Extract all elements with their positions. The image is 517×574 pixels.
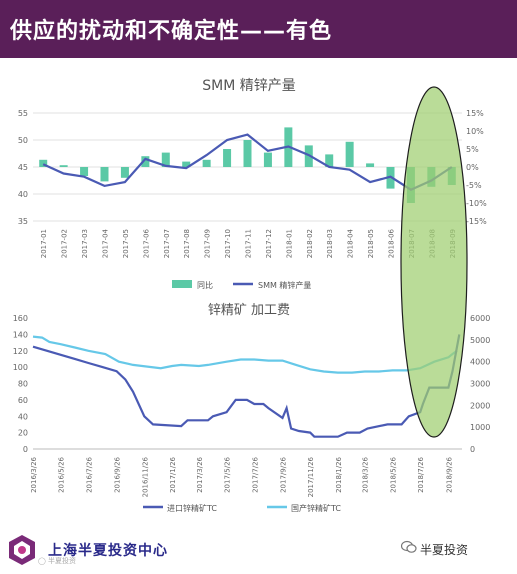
chart2-x-tick: 2016/3/26 xyxy=(30,456,38,492)
charts-canvas: SMM 精锌产量 35 40 45 50 55 -15% -10% -5% 0% 5% 10% 15% 2… xyxy=(13,78,491,513)
chart1-legend-line-label: SMM 精锌产量 xyxy=(258,280,311,290)
chart2-x-tick: 2017/1/26 xyxy=(169,456,177,492)
highlight-oval xyxy=(400,86,468,438)
chart1-x-tick: 2018-04 xyxy=(347,228,355,258)
chart2-y-right-tick: 1000 xyxy=(470,423,490,432)
wechat-icon xyxy=(401,540,417,553)
chart1-bar xyxy=(80,167,89,176)
chart1-legend-bar-label: 同比 xyxy=(197,280,213,290)
chart1-y-right-tick: 5% xyxy=(466,145,479,154)
chart2-y-right-tick: 0 xyxy=(470,445,475,454)
chart2-y-left-tick: 60 xyxy=(18,396,28,405)
chart2-x-tick: 2016/7/26 xyxy=(85,456,93,492)
chart1-bar xyxy=(223,149,232,167)
chart1-line-series xyxy=(42,133,453,191)
chart2-x-tick: 2017/7/26 xyxy=(251,456,259,492)
chart2-y-right-tick: 4000 xyxy=(470,358,490,367)
chart2-legend-domestic-label: 国产锌精矿TC xyxy=(291,503,341,513)
chart2-x-tick: 2016/5/26 xyxy=(58,456,66,492)
chart1-bar xyxy=(325,154,334,167)
company-name: 上海半夏投资中心 xyxy=(48,543,168,559)
zinc-concentrate-tc-chart: 锌精矿 加工费 0 20 40 60 80 100 120 140 160 0 1000 2000 300… xyxy=(13,303,491,513)
chart2-x-tick: 2016/9/26 xyxy=(114,456,122,492)
chart1-x-tick: 2017-11 xyxy=(245,229,253,258)
chart2-y-right-tick: 2000 xyxy=(470,401,490,410)
chart1-title: SMM 精锌产量 xyxy=(202,78,296,94)
chart2-x-tick: 2017/5/26 xyxy=(224,456,232,492)
chart1-x-tick: 2017-01 xyxy=(40,229,48,258)
chart2-x-tick: 2017/9/26 xyxy=(279,456,287,492)
chart2-y-left-tick: 20 xyxy=(18,429,28,438)
chart2-x-tick: 2018/1/26 xyxy=(335,456,343,492)
chart2-y-left-tick: 120 xyxy=(13,347,28,356)
chart1-bar xyxy=(263,152,272,167)
chart1-bar xyxy=(182,161,191,167)
slide-title: 供应的扰动和不确定性——有色 xyxy=(10,19,333,44)
chart1-y-right-tick: -10% xyxy=(466,199,487,208)
chart2-x-tick: 2018/7/26 xyxy=(417,456,425,492)
chart2-title: 锌精矿 加工费 xyxy=(208,303,290,318)
slide-header: 供应的扰动和不确定性——有色 xyxy=(0,0,517,58)
chart1-y-left-tick: 35 xyxy=(18,217,28,226)
chart2-x-tick: 2017/3/26 xyxy=(196,456,204,492)
chart1-y-right-tick: -5% xyxy=(466,181,482,190)
chart2-x-tick: 2018/5/26 xyxy=(389,456,397,492)
chart1-y-left-tick: 55 xyxy=(18,109,28,118)
chart1-x-tick: 2017-03 xyxy=(81,229,89,258)
chart1-bar xyxy=(100,167,109,182)
chart1-y-right-tick: 15% xyxy=(466,109,484,118)
chart1-x-tick: 2017-08 xyxy=(183,229,191,258)
chart2-y-left-tick: 140 xyxy=(13,330,28,339)
chart2-y-left-tick: 0 xyxy=(23,445,28,454)
chart2-series-domestic-tc xyxy=(32,335,458,374)
chart1-y-left-tick: 50 xyxy=(18,136,28,145)
chart1-y-right-tick: 10% xyxy=(466,127,484,136)
chart2-x-tick: 2017/11/26 xyxy=(307,456,315,497)
chart2-x-tick: 2018/3/26 xyxy=(362,456,370,492)
chart1-legend-bar-swatch xyxy=(172,280,192,288)
chart1-bar xyxy=(120,167,129,178)
chart2-x-tick: 2016/11/26 xyxy=(141,456,149,497)
chart1-y-right-tick: -15% xyxy=(466,217,487,226)
chart1-bar xyxy=(345,141,354,167)
chart1-y-left-tick: 45 xyxy=(18,163,28,172)
chart2-y-right-tick: 6000 xyxy=(470,314,490,323)
chart1-bar xyxy=(39,159,48,167)
chart1-y-right-tick: 0% xyxy=(466,163,479,172)
chart2-series-import-tc xyxy=(32,334,461,438)
chart2-y-left-tick: 40 xyxy=(18,412,28,421)
chart1-bar xyxy=(141,156,150,167)
chart2-y-left-tick: 80 xyxy=(18,380,28,389)
chart2-x-tick: 2018/9/26 xyxy=(445,456,453,492)
chart1-x-tick: 2017-02 xyxy=(61,229,69,258)
company-logo-icon xyxy=(9,535,35,565)
wechat-account-label: 半夏投资 xyxy=(420,543,469,557)
chart2-y-right-tick: 5000 xyxy=(470,336,490,345)
chart1-bar xyxy=(243,140,252,167)
chart1-x-tick: 2017-07 xyxy=(163,229,171,258)
chart2-y-left-tick: 100 xyxy=(13,363,28,372)
chart1-x-tick: 2018-03 xyxy=(326,229,334,258)
chart1-x-tick: 2017-09 xyxy=(204,229,212,258)
chart1-x-tick: 2018-06 xyxy=(388,228,396,258)
chart2-y-right-tick: 3000 xyxy=(470,380,490,389)
watermark: ◯ 半夏投资 xyxy=(38,557,77,565)
chart1-x-tick: 2017-05 xyxy=(122,229,130,258)
chart1-x-tick: 2017-04 xyxy=(102,228,110,258)
chart2-y-left-tick: 160 xyxy=(13,314,28,323)
chart1-x-tick: 2017-06 xyxy=(142,228,150,258)
chart1-x-tick: 2017-10 xyxy=(224,229,232,258)
chart1-x-tick: 2018-02 xyxy=(306,229,314,258)
highlight-ellipse xyxy=(400,86,468,438)
chart1-bar xyxy=(59,165,68,167)
footer: 上海半夏投资中心 ◯ 半夏投资 半夏投资 xyxy=(0,530,517,574)
chart1-x-tick: 2018-05 xyxy=(367,229,375,258)
chart1-y-left-tick: 40 xyxy=(18,190,28,199)
chart1-bar xyxy=(202,159,211,167)
chart1-bar xyxy=(366,163,375,167)
chart1-x-tick: 2018-01 xyxy=(285,229,293,258)
chart2-legend-import-label: 进口锌精矿TC xyxy=(167,503,217,513)
chart1-bar xyxy=(161,152,170,167)
chart1-x-tick: 2017-12 xyxy=(265,229,273,258)
